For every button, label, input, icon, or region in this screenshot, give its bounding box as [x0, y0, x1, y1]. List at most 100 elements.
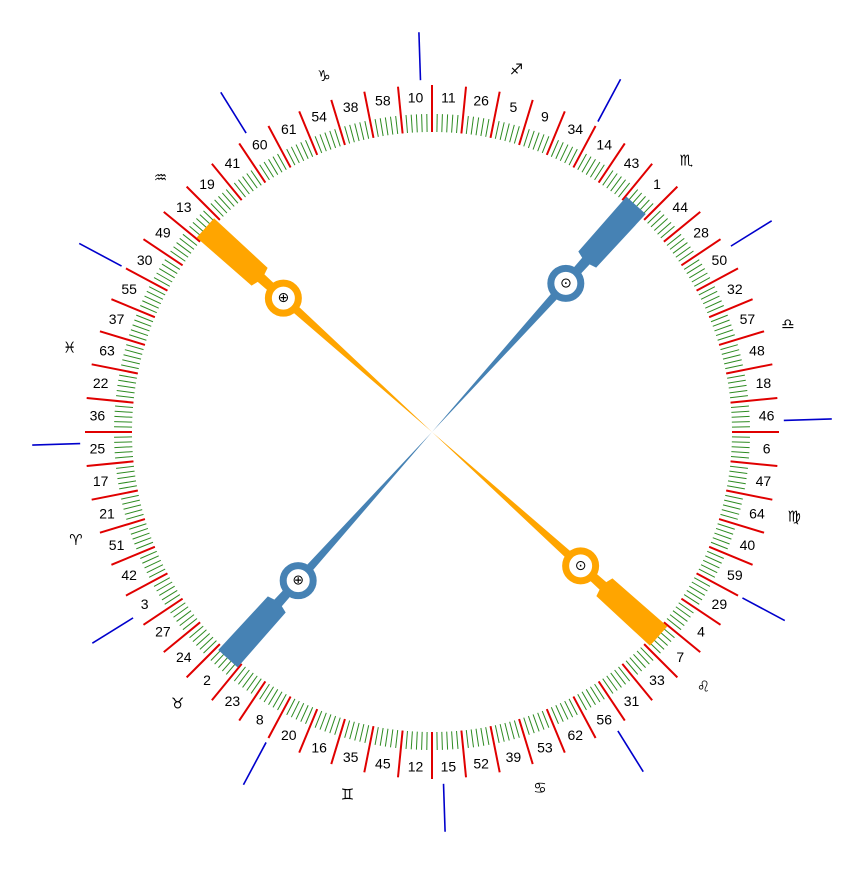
fine-tick	[199, 636, 214, 650]
gate-number: 48	[749, 343, 765, 359]
gate-number: 6	[763, 440, 771, 456]
fine-tick	[115, 456, 134, 459]
gate-number: 60	[252, 137, 268, 153]
fine-tick	[354, 123, 360, 142]
fine-tick	[686, 589, 703, 601]
fine-tick	[550, 707, 559, 724]
gate-divider	[643, 643, 679, 679]
fine-tick	[700, 290, 718, 300]
fine-tick	[189, 625, 204, 639]
fine-tick	[606, 675, 618, 691]
fine-tick	[238, 669, 250, 685]
fine-tick	[374, 119, 379, 137]
fine-tick	[144, 559, 162, 569]
fine-tick	[218, 196, 231, 211]
fine-tick	[728, 384, 747, 389]
fine-tick	[465, 729, 469, 748]
fine-tick	[537, 134, 545, 152]
fine-tick	[132, 532, 150, 540]
fine-tick	[389, 729, 394, 748]
fine-tick	[319, 712, 327, 730]
fine-tick	[164, 259, 181, 270]
gate-number: 9	[541, 109, 549, 125]
fine-tick	[142, 555, 159, 564]
fine-tick	[176, 242, 192, 254]
fine-tick	[686, 263, 703, 275]
fine-tick	[532, 132, 540, 150]
fine-tick	[724, 499, 742, 505]
planet-symbol: ⊕	[292, 573, 304, 589]
gate-number: 53	[537, 739, 553, 755]
fine-tick	[485, 727, 490, 745]
fine-tick	[359, 122, 365, 140]
fine-tick	[114, 415, 133, 418]
fine-tick	[173, 246, 189, 258]
fine-tick	[722, 354, 741, 360]
fine-tick	[196, 633, 211, 646]
fine-tick	[214, 199, 228, 214]
gate-number: 43	[624, 155, 640, 171]
gate-number: 46	[759, 408, 775, 424]
fine-tick	[134, 537, 152, 545]
fine-tick	[158, 268, 175, 279]
gate-divider	[643, 185, 679, 221]
gate-number: 55	[121, 281, 137, 297]
fine-tick	[513, 126, 520, 144]
zodiac-sign: ♈︎	[69, 531, 82, 549]
fine-tick	[720, 344, 738, 351]
needle	[196, 218, 432, 432]
fine-tick	[379, 118, 384, 137]
fine-tick	[555, 705, 564, 722]
fine-tick	[238, 179, 250, 195]
fine-tick	[153, 577, 171, 587]
gate-number: 58	[375, 93, 391, 109]
gate-number: 59	[727, 567, 743, 583]
fine-tick	[602, 678, 614, 694]
fine-tick	[636, 650, 650, 665]
fine-tick	[594, 683, 605, 700]
gate-divider	[99, 330, 146, 346]
fine-tick	[116, 395, 135, 399]
fine-tick	[122, 499, 140, 505]
fine-tick	[182, 618, 198, 631]
fine-tick	[691, 581, 708, 592]
needle-ring	[562, 547, 600, 585]
fine-tick	[319, 134, 327, 152]
fine-tick	[250, 170, 262, 186]
gate-number: 39	[506, 749, 522, 765]
fine-tick	[334, 129, 341, 147]
gate-divider	[238, 680, 267, 722]
fine-tick	[117, 384, 136, 389]
fine-tick	[714, 532, 732, 540]
sign-boundary	[597, 78, 622, 122]
gate-divider	[238, 142, 267, 184]
gate-divider	[696, 267, 739, 292]
fine-tick	[729, 395, 748, 399]
gate-divider	[125, 572, 168, 597]
fine-tick	[118, 379, 137, 384]
fine-tick	[126, 344, 144, 351]
fine-tick	[153, 277, 171, 287]
fine-tick	[344, 126, 351, 144]
gate-number: 14	[596, 137, 612, 153]
fine-tick	[115, 405, 134, 408]
gate-divider	[111, 545, 156, 566]
gate-divider	[267, 696, 292, 739]
gate-number: 28	[693, 224, 709, 240]
zodiac-sign: ♌︎	[697, 677, 710, 695]
fine-tick	[721, 349, 740, 355]
fine-tick	[136, 541, 154, 550]
fine-tick	[364, 725, 370, 743]
sign-boundary	[220, 91, 247, 134]
gate-divider	[460, 730, 468, 778]
gate-divider	[572, 696, 597, 739]
fine-tick	[441, 731, 443, 750]
fine-tick	[564, 700, 574, 718]
gate-divider	[298, 111, 319, 156]
fine-tick	[568, 148, 578, 166]
gate-number: 26	[473, 93, 489, 109]
zodiac-sign: ♐︎	[510, 61, 523, 79]
fine-tick	[504, 722, 510, 741]
fine-tick	[585, 158, 596, 175]
fine-tick	[354, 722, 360, 741]
